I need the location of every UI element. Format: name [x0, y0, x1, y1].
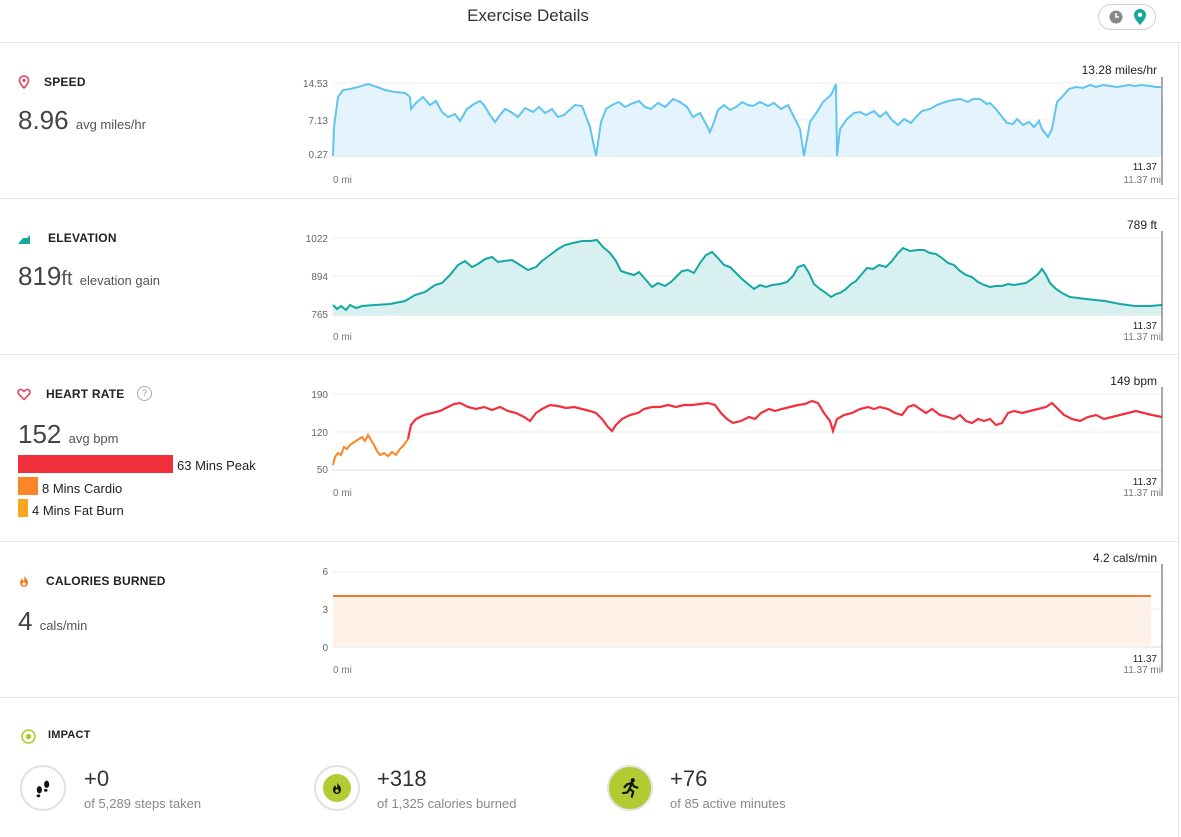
elevation-chart[interactable]: 1022 894 765 789 ft 11.37 0 mi 11.37 mi — [290, 213, 1170, 363]
active-minutes-value: +76 — [670, 766, 708, 791]
active-minutes-sub: of 85 active minutes — [670, 796, 786, 811]
footsteps-icon — [36, 780, 50, 798]
steps-value: +0 — [84, 766, 110, 791]
elevation-suffix: ft — [61, 268, 73, 290]
heart-rate-ytick-top: 190 — [311, 390, 328, 401]
elevation-section: ELEVATION 819ft elevation gain 1022 894 … — [0, 199, 1178, 355]
elevation-ytick-mid: 894 — [311, 272, 328, 283]
target-icon — [21, 729, 36, 744]
calories-section: CALORIES BURNED 4 cals/min 6 3 0 4.2 cal… — [0, 542, 1178, 698]
elevation-current-value: 789 ft — [1127, 218, 1158, 232]
calories-x-end: 11.37 mi — [1123, 665, 1161, 676]
calories-avg: 4 — [18, 606, 33, 636]
flame-icon — [333, 782, 341, 794]
speed-x-start: 0 mi — [333, 175, 352, 186]
location-pin-icon[interactable] — [1134, 9, 1146, 25]
heart-rate-value: 152 avg bpm — [18, 419, 119, 450]
calories-impact-sub: of 1,325 calories burned — [377, 796, 517, 811]
zone-label-peak: 63 Mins Peak — [177, 458, 256, 473]
heart-rate-chart[interactable]: 190 120 50 149 bpm 11.37 0 mi 11.37 mi — [290, 369, 1170, 519]
elevation-gain: 819 — [18, 261, 62, 291]
impact-section: IMPACT +0 of 5,289 steps taken +318 of 1… — [0, 698, 1178, 837]
calories-ytick-bottom: 0 — [322, 643, 328, 654]
speed-x-end: 11.37 mi — [1123, 175, 1161, 186]
zone-bar-peak — [18, 455, 173, 473]
calories-label: CALORIES BURNED — [46, 574, 166, 588]
header: Exercise Details — [0, 0, 1181, 43]
runner-icon — [622, 778, 639, 798]
speed-ytick-mid: 7.13 — [309, 116, 329, 127]
heart-rate-section: HEART RATE ? 152 avg bpm 63 Mins Peak 8 … — [0, 355, 1178, 542]
speed-area — [333, 84, 1162, 156]
calories-current-value: 4.2 cals/min — [1093, 551, 1157, 565]
speed-value: 8.96 avg miles/hr — [18, 105, 146, 136]
calories-unit: cals/min — [39, 618, 88, 633]
calories-area — [333, 596, 1151, 647]
clock-icon[interactable] — [1109, 10, 1123, 24]
speed-ytick-top: 14.53 — [303, 79, 328, 90]
speed-section: SPEED 8.96 avg miles/hr 14.53 7.13 0.27 … — [0, 43, 1178, 199]
right-border — [1178, 42, 1179, 837]
speed-ytick-bottom: 0.27 — [309, 150, 329, 161]
impact-label: IMPACT — [48, 729, 91, 741]
help-icon[interactable]: ? — [137, 386, 152, 401]
heart-rate-gridlines — [332, 393, 1162, 471]
calories-ytick-top: 6 — [322, 567, 328, 578]
heart-rate-line — [406, 399, 1163, 440]
steps-circle — [20, 765, 66, 811]
mountain-icon — [18, 235, 30, 244]
calories-marker: 11.37 — [1133, 654, 1158, 665]
elevation-ytick-bottom: 765 — [311, 310, 328, 321]
calories-value: 4 cals/min — [18, 606, 87, 637]
elevation-unit: elevation gain — [79, 273, 160, 288]
flame-icon — [20, 575, 28, 587]
heart-rate-current-value: 149 bpm — [1110, 374, 1157, 388]
elevation-line — [332, 238, 1163, 312]
heart-rate-line-warmup — [332, 432, 409, 466]
active-minutes-circle — [607, 765, 653, 811]
elevation-area — [333, 240, 1162, 315]
speed-avg: 8.96 — [18, 105, 69, 135]
location-pin-icon — [18, 75, 30, 89]
heart-icon — [17, 388, 31, 401]
elevation-label: ELEVATION — [48, 231, 117, 245]
zone-bar-fatburn — [18, 499, 28, 517]
speed-label: SPEED — [44, 75, 86, 89]
zone-bar-cardio — [18, 477, 38, 495]
calories-circle — [314, 765, 360, 811]
heart-rate-ytick-bottom: 50 — [317, 465, 329, 476]
elevation-ytick-top: 1022 — [306, 234, 329, 245]
heart-rate-x-end: 11.37 mi — [1123, 488, 1161, 499]
calories-impact-value: +318 — [377, 766, 427, 791]
page-title: Exercise Details — [467, 6, 589, 25]
zone-label-fatburn: 4 Mins Fat Burn — [32, 503, 124, 518]
elevation-x-end: 11.37 mi — [1123, 332, 1161, 343]
view-toggle[interactable] — [1098, 4, 1156, 30]
speed-marker: 11.37 — [1133, 162, 1158, 173]
heart-rate-avg: 152 — [18, 419, 62, 449]
heart-rate-unit: avg bpm — [68, 431, 119, 446]
heart-rate-x-start: 0 mi — [333, 488, 352, 499]
calories-x-start: 0 mi — [333, 665, 352, 676]
heart-rate-ytick-mid: 120 — [311, 428, 328, 439]
speed-line — [332, 82, 1161, 157]
speed-chart[interactable]: 14.53 7.13 0.27 13.28 miles/hr 11.37 0 m… — [290, 57, 1170, 207]
heart-rate-label: HEART RATE — [46, 387, 125, 401]
calories-ytick-mid: 3 — [322, 605, 328, 616]
elevation-x-start: 0 mi — [333, 332, 352, 343]
elevation-marker: 11.37 — [1133, 321, 1158, 332]
zone-label-cardio: 8 Mins Cardio — [42, 481, 123, 496]
speed-unit: avg miles/hr — [75, 117, 146, 132]
steps-sub: of 5,289 steps taken — [84, 796, 202, 811]
elevation-value: 819ft elevation gain — [18, 261, 160, 292]
calories-chart[interactable]: 6 3 0 4.2 cals/min 11.37 0 mi 11.37 mi — [290, 551, 1170, 706]
speed-current-value: 13.28 miles/hr — [1082, 63, 1157, 77]
heart-rate-marker: 11.37 — [1133, 477, 1158, 488]
